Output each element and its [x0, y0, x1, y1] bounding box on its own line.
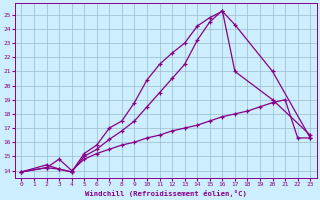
X-axis label: Windchill (Refroidissement éolien,°C): Windchill (Refroidissement éolien,°C): [85, 190, 247, 197]
